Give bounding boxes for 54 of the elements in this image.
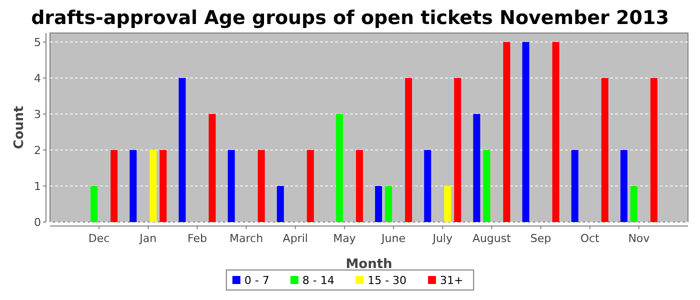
bar bbox=[160, 150, 167, 222]
legend-label: 15 - 30 bbox=[368, 274, 407, 287]
y-tick-label: 4 bbox=[34, 72, 41, 85]
x-tick-label: July bbox=[432, 232, 453, 245]
bar bbox=[620, 150, 628, 222]
legend-label: 0 - 7 bbox=[244, 274, 270, 287]
bar bbox=[473, 114, 480, 222]
bar bbox=[306, 150, 314, 222]
chart-title: drafts-approval Age groups of open tickets November 2013 bbox=[31, 7, 669, 29]
x-tick-label: Jan bbox=[138, 232, 157, 245]
bar bbox=[483, 150, 490, 222]
bar bbox=[258, 150, 265, 222]
x-tick-label: May bbox=[333, 232, 356, 245]
x-tick-label: August bbox=[472, 232, 512, 245]
bar bbox=[424, 150, 432, 222]
x-tick-label: June bbox=[380, 232, 406, 245]
bar bbox=[454, 78, 462, 222]
x-tick-label: March bbox=[230, 232, 264, 245]
bar bbox=[356, 150, 363, 222]
bar bbox=[336, 114, 343, 222]
y-tick-label: 5 bbox=[34, 36, 41, 49]
y-tick-label: 1 bbox=[34, 180, 41, 193]
y-axis-title: Count bbox=[12, 106, 27, 150]
x-tick-label: Nov bbox=[628, 232, 650, 245]
legend-label: 31+ bbox=[440, 274, 464, 287]
bar bbox=[276, 186, 284, 222]
bar bbox=[385, 186, 392, 222]
x-axis-title: Month bbox=[346, 257, 392, 272]
bar bbox=[601, 78, 608, 222]
legend-label: 8 - 14 bbox=[302, 274, 334, 287]
x-tick-label: April bbox=[282, 232, 308, 245]
y-tick-label: 2 bbox=[34, 144, 41, 157]
bar bbox=[503, 42, 510, 222]
bar bbox=[110, 150, 118, 222]
bar bbox=[552, 42, 560, 222]
bar bbox=[650, 78, 658, 222]
bar bbox=[90, 186, 98, 222]
bar bbox=[228, 150, 235, 222]
bar bbox=[522, 42, 530, 222]
x-tick-label: Oct bbox=[580, 232, 600, 245]
y-tick-label: 3 bbox=[34, 108, 41, 121]
bar bbox=[444, 186, 452, 222]
bar bbox=[150, 150, 157, 222]
bar bbox=[375, 186, 382, 222]
bar bbox=[571, 150, 578, 222]
x-tick-label: Sep bbox=[530, 232, 552, 245]
bar bbox=[178, 78, 186, 222]
bar bbox=[130, 150, 137, 222]
bar bbox=[630, 186, 638, 222]
bar bbox=[208, 114, 216, 222]
y-tick-label: 0 bbox=[34, 216, 41, 229]
x-tick-label: Feb bbox=[187, 232, 207, 245]
bar bbox=[405, 78, 412, 222]
x-tick-label: Dec bbox=[88, 232, 110, 245]
